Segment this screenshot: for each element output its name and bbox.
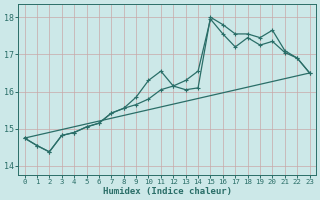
X-axis label: Humidex (Indice chaleur): Humidex (Indice chaleur): [103, 187, 232, 196]
